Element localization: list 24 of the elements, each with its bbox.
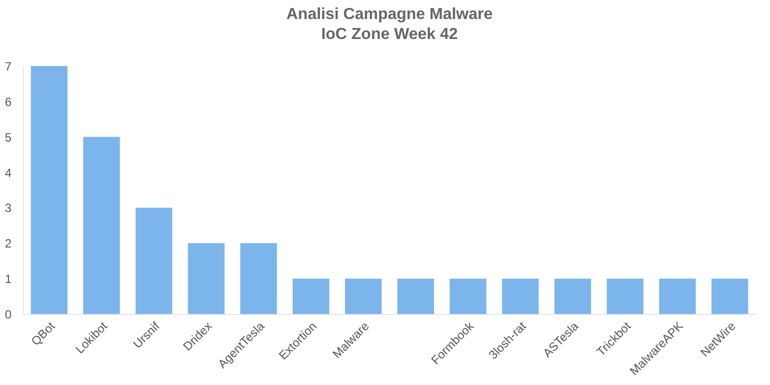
y-tick-label: 4 [4, 166, 12, 180]
bar [502, 278, 539, 314]
text: Analisi Campagne Malware [286, 6, 493, 23]
bar [83, 136, 120, 314]
bar [136, 208, 172, 314]
bar [292, 278, 330, 314]
y-tick-label: 6 [4, 94, 12, 109]
y-tick-label: 2 [4, 236, 12, 251]
bar [240, 243, 277, 314]
bar [711, 278, 748, 314]
bar [450, 278, 486, 314]
y-tick-label: 1 [4, 272, 12, 286]
y-tick-label: 0 [4, 308, 12, 322]
bar [659, 278, 696, 314]
y-tick-label: 3 [4, 201, 12, 216]
bar [606, 278, 644, 314]
y-tick-label: 5 [4, 130, 12, 144]
bar [30, 66, 68, 314]
bar [397, 278, 434, 314]
bar [344, 278, 382, 314]
bar [554, 278, 592, 314]
bar [188, 243, 225, 314]
y-tick-label: 7 [4, 60, 12, 74]
text: IoC Zone Week 42 [321, 26, 458, 43]
